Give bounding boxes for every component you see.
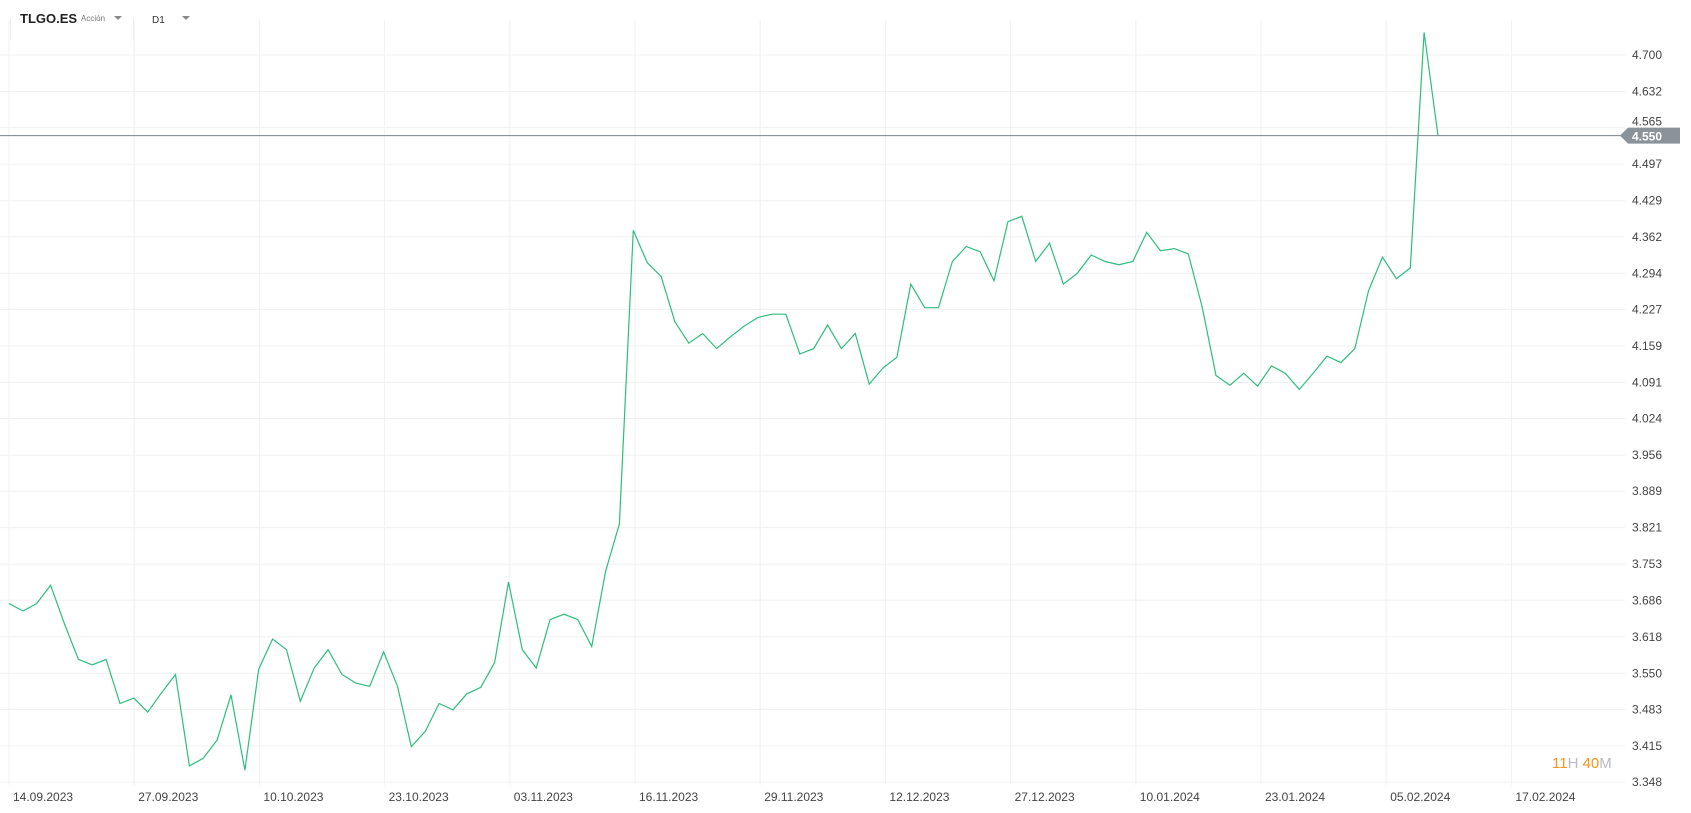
x-tick-label: 03.11.2023 <box>514 790 573 804</box>
y-tick-label: 4.700 <box>1632 48 1662 62</box>
y-tick-label: 4.565 <box>1632 115 1662 129</box>
symbol-label[interactable]: TLGO.ES <box>20 11 78 26</box>
divider <box>10 18 11 40</box>
current-price-tag <box>1620 127 1680 144</box>
y-tick-label: 3.550 <box>1632 666 1662 680</box>
x-tick-label: 16.11.2023 <box>639 790 698 804</box>
y-tick-label: 3.415 <box>1632 739 1662 753</box>
timer-hours-unit: H <box>1567 755 1579 772</box>
x-tick-label: 27.09.2023 <box>138 790 198 804</box>
timer-minutes-unit: M <box>1599 755 1612 772</box>
price-series-line <box>8 32 1439 771</box>
timer-hours: 11 <box>1552 755 1568 772</box>
chart-header: TLGO.ES Acción D1 <box>0 0 400 40</box>
y-tick-label: 4.429 <box>1632 194 1662 208</box>
timeframe-dropdown-caret-icon[interactable] <box>182 16 190 20</box>
y-tick-label: 4.294 <box>1632 266 1662 280</box>
y-tick-label: 3.753 <box>1632 557 1662 571</box>
candle-countdown-timer: 11H 40M <box>1552 756 1612 772</box>
x-tick-label: 05.02.2024 <box>1390 790 1450 804</box>
y-tick-label: 3.889 <box>1632 484 1662 498</box>
divider <box>133 18 134 40</box>
x-tick-label: 23.01.2024 <box>1265 790 1325 804</box>
y-tick-label: 4.497 <box>1632 157 1662 171</box>
x-tick-label: 29.11.2023 <box>764 790 823 804</box>
y-tick-label: 4.362 <box>1632 230 1662 244</box>
instrument-type-label: Acción <box>81 14 106 23</box>
y-tick-label: 3.821 <box>1632 521 1662 535</box>
timeframe-select[interactable]: D1 <box>152 15 165 26</box>
current-price-label: 4.550 <box>1632 130 1662 144</box>
x-tick-label: 14.09.2023 <box>13 790 73 804</box>
y-tick-label: 4.091 <box>1632 375 1662 389</box>
y-tick-label: 3.348 <box>1632 775 1662 789</box>
y-tick-label: 4.227 <box>1632 302 1662 316</box>
x-tick-label: 10.01.2024 <box>1140 790 1200 804</box>
y-tick-label: 3.483 <box>1632 702 1662 716</box>
x-tick-label: 27.12.2023 <box>1015 790 1075 804</box>
y-tick-label: 4.159 <box>1632 339 1662 353</box>
y-tick-label: 4.632 <box>1632 85 1662 99</box>
x-tick-label: 12.12.2023 <box>889 790 949 804</box>
y-tick-label: 3.686 <box>1632 593 1662 607</box>
y-tick-label: 3.618 <box>1632 630 1662 644</box>
y-tick-label: 4.024 <box>1632 412 1662 426</box>
x-tick-label: 10.10.2023 <box>263 790 323 804</box>
symbol-dropdown-caret-icon[interactable] <box>114 16 122 20</box>
timer-minutes: 40 <box>1582 755 1600 772</box>
x-tick-label: 17.02.2024 <box>1515 790 1575 804</box>
y-tick-label: 3.956 <box>1632 448 1662 462</box>
x-tick-label: 23.10.2023 <box>389 790 449 804</box>
